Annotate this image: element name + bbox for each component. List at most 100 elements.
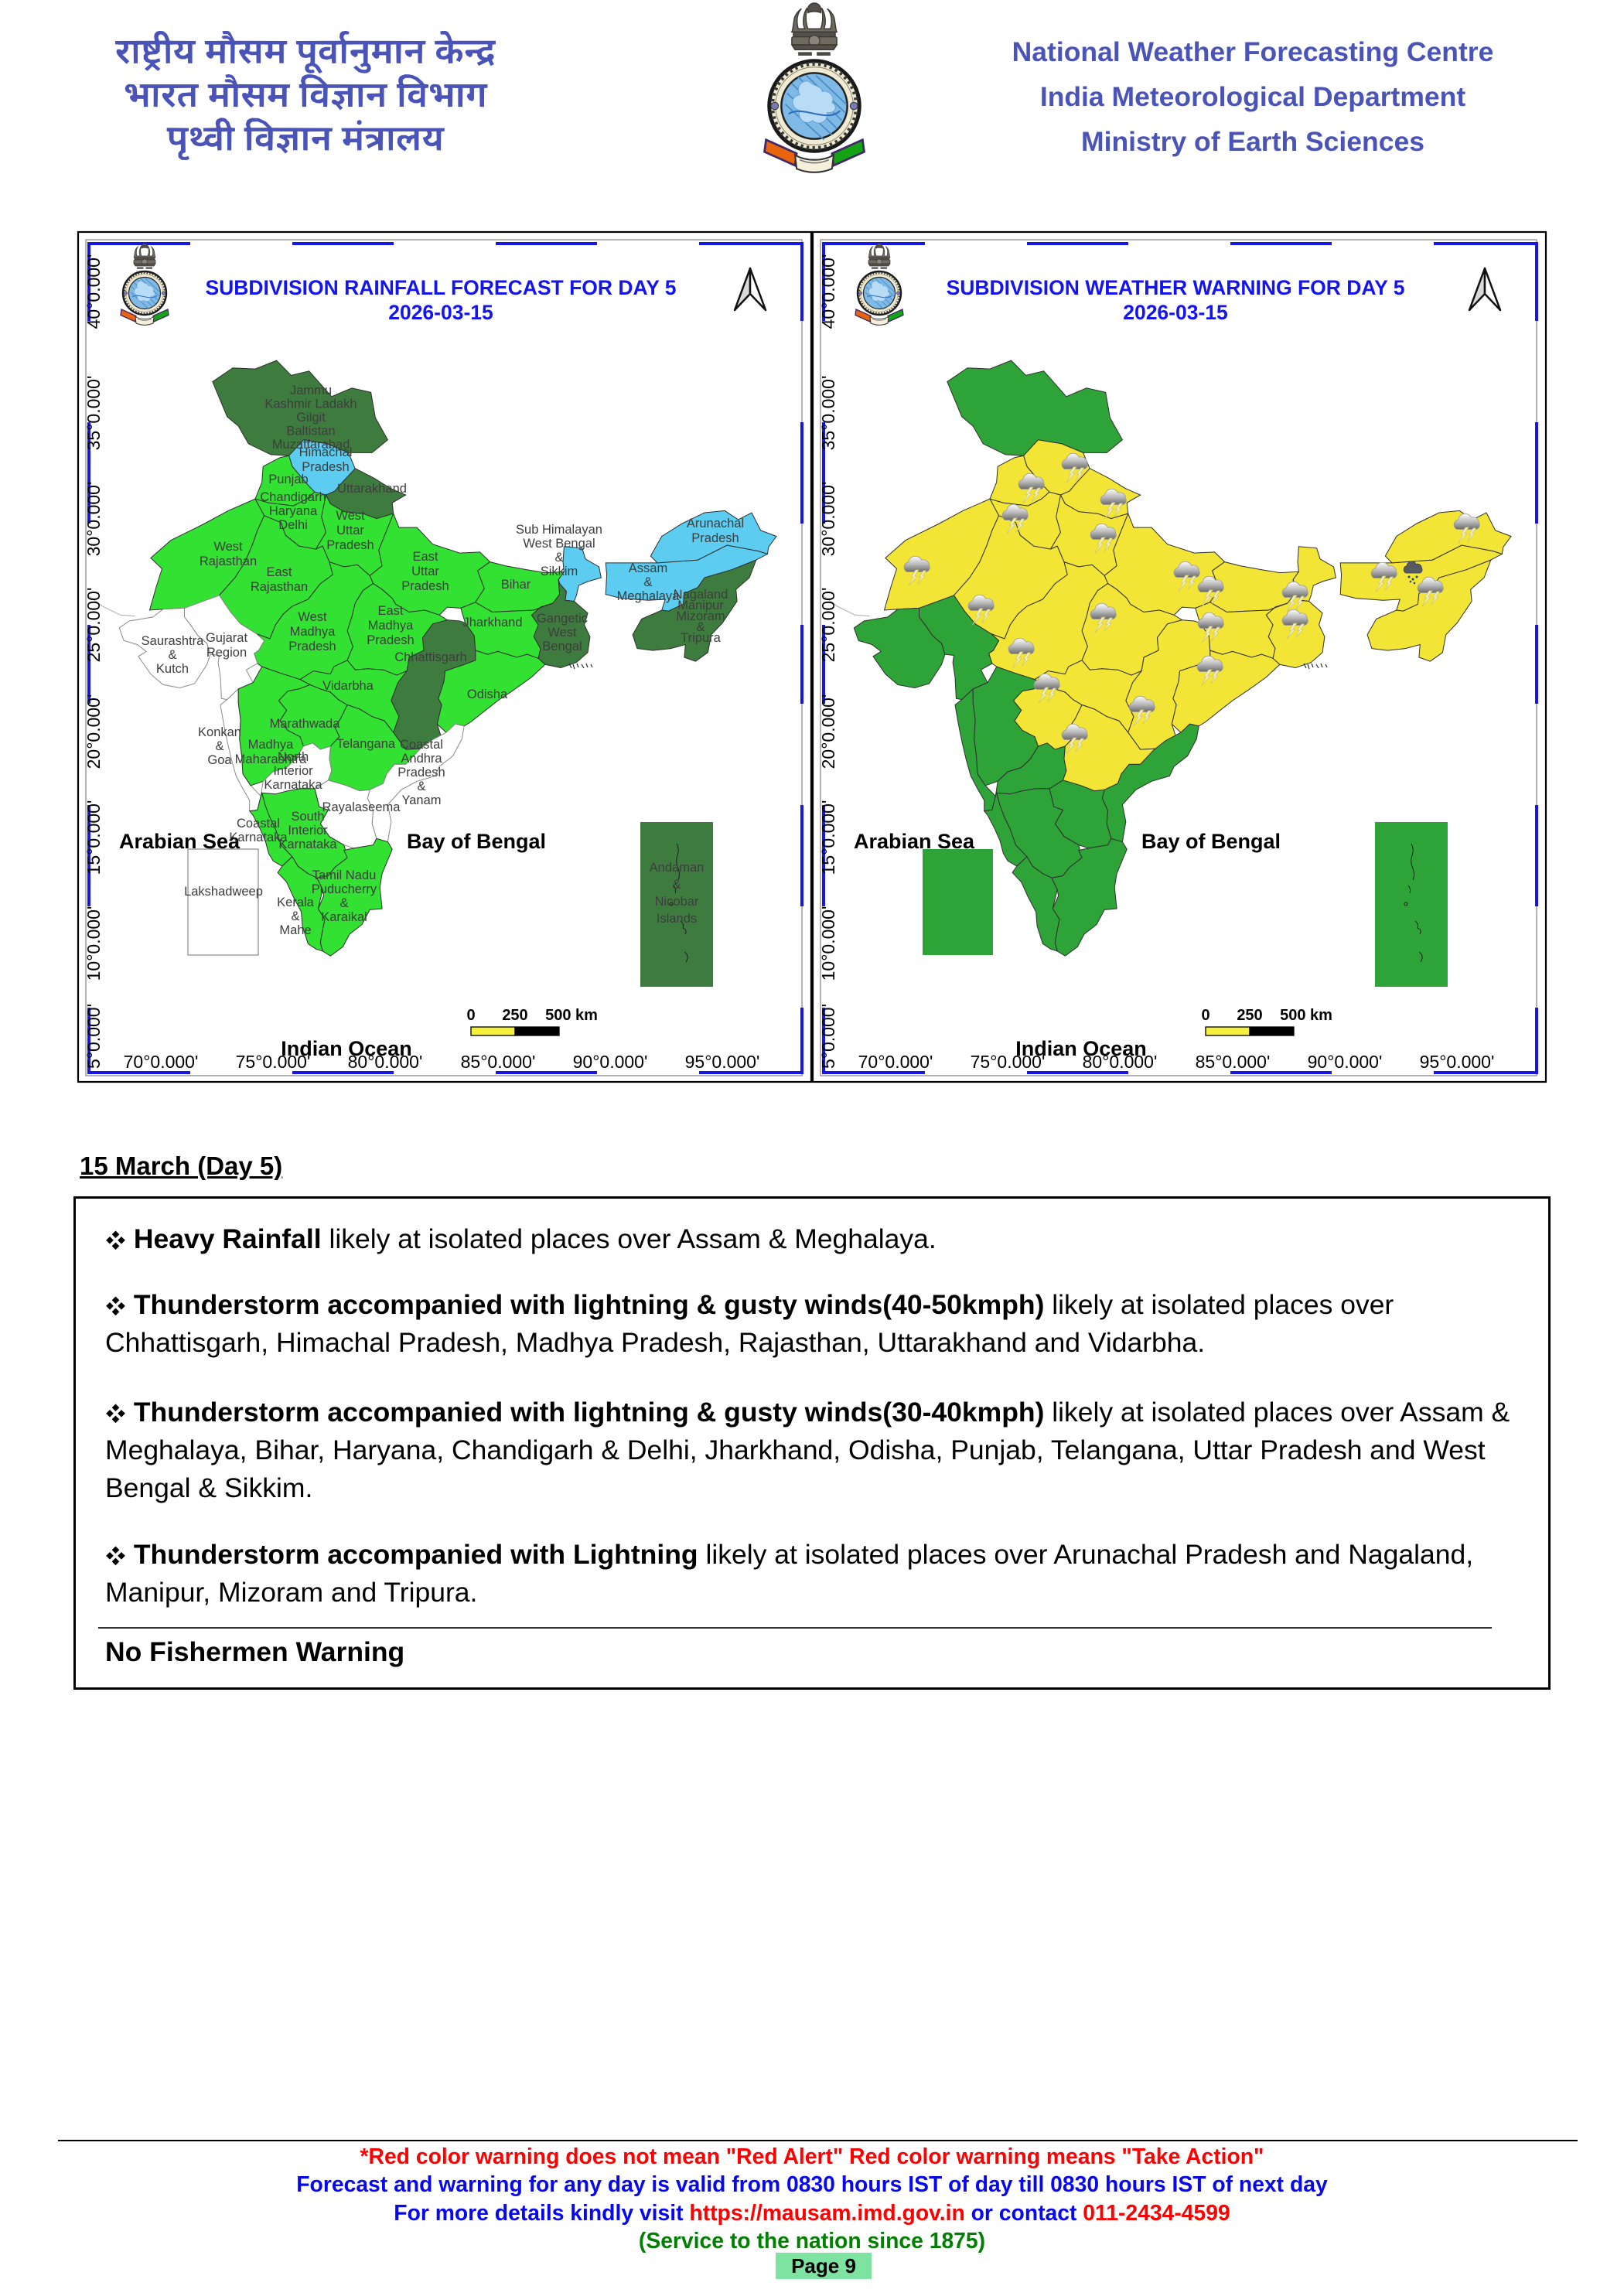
svg-text:20°0.000': 20°0.000' xyxy=(818,694,838,769)
svg-text:90°0.000': 90°0.000' xyxy=(573,1052,648,1072)
svg-text:10°0.000': 10°0.000' xyxy=(818,906,838,981)
svg-text:&: & xyxy=(168,648,176,662)
svg-text:20°0.000': 20°0.000' xyxy=(84,694,104,769)
svg-text:SUBDIVISION WEATHER WARNING FO: SUBDIVISION WEATHER WARNING FOR DAY 5 xyxy=(947,276,1405,299)
svg-text:&: & xyxy=(696,620,705,634)
svg-text:Madhya: Madhya xyxy=(368,619,415,633)
svg-text:0: 0 xyxy=(466,1007,475,1024)
svg-text:Pradesh: Pradesh xyxy=(401,579,449,593)
svg-text:35°0.000': 35°0.000' xyxy=(84,376,104,451)
svg-text:Jharkhand: Jharkhand xyxy=(462,616,522,629)
svg-text:Arabian Sea: Arabian Sea xyxy=(119,830,241,853)
svg-text:Punjab: Punjab xyxy=(268,473,308,486)
svg-text:Mahe: Mahe xyxy=(279,923,311,937)
svg-text:Rajasthan: Rajasthan xyxy=(200,554,257,568)
svg-text:Rajasthan: Rajasthan xyxy=(251,580,308,594)
svg-text:East: East xyxy=(266,565,292,579)
svg-text:Region: Region xyxy=(206,646,247,660)
svg-text:0: 0 xyxy=(1201,1007,1209,1024)
svg-text:Nagaland: Nagaland xyxy=(674,588,728,602)
svg-text:5°0.000': 5°0.000' xyxy=(818,1004,838,1069)
svg-text:Tamil Nadu: Tamil Nadu xyxy=(312,868,377,882)
svg-text:Arunachal: Arunachal xyxy=(687,517,744,531)
svg-text:Gangetic: Gangetic xyxy=(537,612,588,626)
svg-text:Gilgit: Gilgit xyxy=(296,411,326,425)
svg-text:North: North xyxy=(278,750,309,764)
svg-text:Nicobar: Nicobar xyxy=(655,895,699,909)
svg-text:2026-03-15: 2026-03-15 xyxy=(388,301,493,324)
svg-text:80°0.000': 80°0.000' xyxy=(1083,1052,1158,1072)
svg-text:70°0.000': 70°0.000' xyxy=(858,1052,933,1072)
svg-text:75°0.000': 75°0.000' xyxy=(236,1052,311,1072)
svg-text:East: East xyxy=(412,550,438,564)
svg-text:Arabian Sea: Arabian Sea xyxy=(854,830,975,853)
svg-text:Interior: Interior xyxy=(273,764,313,778)
svg-text:East: East xyxy=(377,604,403,618)
svg-text:Maharashtra: Maharashtra xyxy=(235,752,307,766)
svg-text:Bay of Bengal: Bay of Bengal xyxy=(1141,830,1281,853)
svg-text:Telangana: Telangana xyxy=(336,737,396,751)
svg-text:Marathwada: Marathwada xyxy=(270,717,341,731)
svg-text:2026-03-15: 2026-03-15 xyxy=(1123,301,1228,324)
svg-text:Lakshadweep: Lakshadweep xyxy=(184,885,263,899)
svg-text:Interior: Interior xyxy=(288,824,328,838)
svg-text:Pradesh: Pradesh xyxy=(288,640,336,653)
svg-text:Karnataka: Karnataka xyxy=(264,778,322,792)
svg-text:Uttar: Uttar xyxy=(336,524,364,537)
svg-text:Yanam: Yanam xyxy=(401,793,441,807)
svg-text:&: & xyxy=(554,551,563,565)
svg-text:80°0.000': 80°0.000' xyxy=(348,1052,423,1072)
svg-text:95°0.000': 95°0.000' xyxy=(685,1052,760,1072)
svg-text:&: & xyxy=(417,780,425,793)
svg-text:Saurashtra: Saurashtra xyxy=(142,634,205,648)
svg-text:Rayalaseema: Rayalaseema xyxy=(322,800,401,814)
svg-text:SUBDIVISION RAINFALL FORECAST: SUBDIVISION RAINFALL FORECAST FOR DAY 5 xyxy=(205,276,676,299)
svg-text:Pradesh: Pradesh xyxy=(367,633,414,647)
svg-text:Andaman: Andaman xyxy=(650,861,705,875)
svg-text:Bihar: Bihar xyxy=(501,578,531,592)
svg-text:Madhya: Madhya xyxy=(248,738,295,752)
svg-text:Konkan: Konkan xyxy=(198,725,241,739)
svg-text:Karaikal: Karaikal xyxy=(321,910,367,924)
svg-text:10°0.000': 10°0.000' xyxy=(84,906,104,981)
svg-text:Kerala: Kerala xyxy=(277,896,315,909)
svg-text:Islands: Islands xyxy=(657,912,697,926)
svg-text:Sikkim: Sikkim xyxy=(541,565,578,578)
svg-text:West: West xyxy=(213,540,243,554)
svg-text:&: & xyxy=(291,909,299,923)
svg-text:West Bengal: West Bengal xyxy=(523,537,595,551)
svg-text:Odisha: Odisha xyxy=(467,687,508,701)
svg-text:Tripura: Tripura xyxy=(681,631,721,645)
svg-text:Muzaffarabad: Muzaffarabad xyxy=(272,438,350,452)
svg-text:Kutch: Kutch xyxy=(156,662,189,676)
svg-text:&: & xyxy=(643,575,652,589)
svg-text:Goa: Goa xyxy=(207,753,232,767)
svg-text:Bengal: Bengal xyxy=(542,640,582,653)
svg-text:Pradesh: Pradesh xyxy=(302,460,349,474)
svg-text:25°0.000': 25°0.000' xyxy=(818,588,838,663)
svg-text:250: 250 xyxy=(502,1007,527,1024)
svg-text:Pradesh: Pradesh xyxy=(326,538,374,552)
svg-text:Coastal: Coastal xyxy=(400,738,443,752)
svg-text:Madhya: Madhya xyxy=(290,625,336,639)
svg-text:&: & xyxy=(672,878,681,892)
svg-text:Karnataka: Karnataka xyxy=(229,831,288,844)
svg-text:Vidarbha: Vidarbha xyxy=(322,679,374,693)
svg-text:Kashmir Ladakh: Kashmir Ladakh xyxy=(264,397,357,411)
svg-text:Mizoram: Mizoram xyxy=(676,609,725,623)
svg-text:500 km: 500 km xyxy=(1280,1007,1332,1024)
svg-text:85°0.000': 85°0.000' xyxy=(461,1052,536,1072)
svg-text:95°0.000': 95°0.000' xyxy=(1420,1052,1495,1072)
svg-text:Pradesh: Pradesh xyxy=(691,531,739,545)
svg-text:85°0.000': 85°0.000' xyxy=(1196,1052,1271,1072)
svg-text:&: & xyxy=(339,896,348,910)
svg-text:Bay of Bengal: Bay of Bengal xyxy=(407,830,546,853)
svg-text:250: 250 xyxy=(1237,1007,1262,1024)
svg-text:Meghalaya: Meghalaya xyxy=(617,589,681,603)
svg-text:90°0.000': 90°0.000' xyxy=(1308,1052,1383,1072)
svg-text:Andhra: Andhra xyxy=(401,752,442,766)
svg-text:40°0.000': 40°0.000' xyxy=(818,254,838,329)
svg-text:Himachal: Himachal xyxy=(299,445,353,459)
svg-text:Manipur: Manipur xyxy=(677,599,724,612)
svg-text:Pradesh: Pradesh xyxy=(397,766,445,780)
